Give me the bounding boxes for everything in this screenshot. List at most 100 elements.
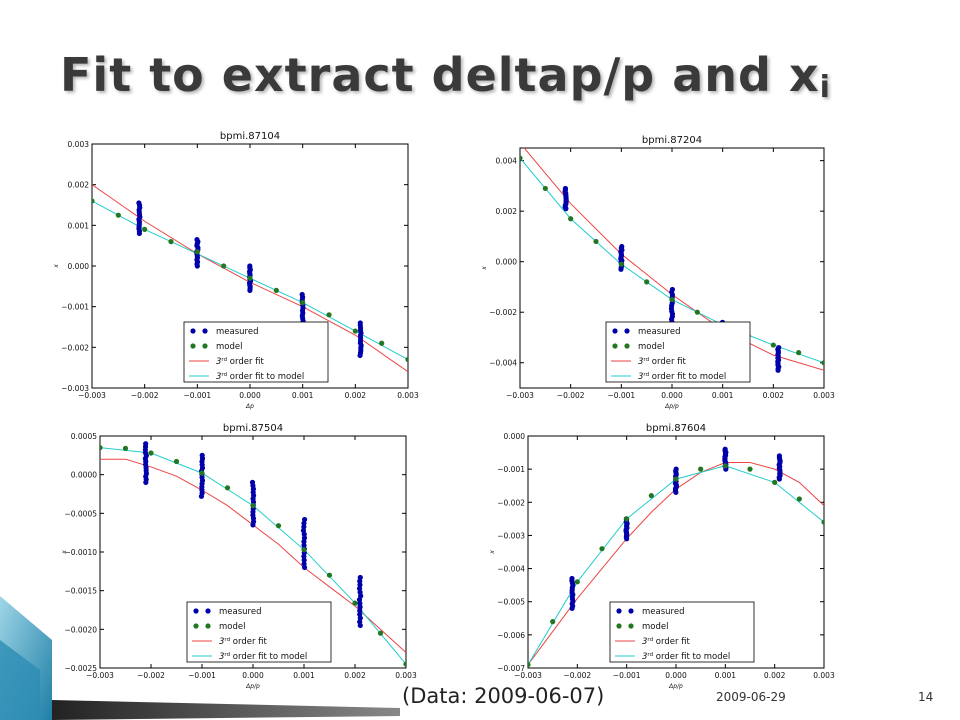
measured-point xyxy=(301,524,307,530)
x-tick-label: −0.001 xyxy=(613,671,641,680)
dark-stripe xyxy=(52,700,400,720)
measured-point xyxy=(194,236,200,243)
y-tick-label: −0.003 xyxy=(61,384,89,393)
measured-point xyxy=(357,320,363,326)
page-number: 14 xyxy=(918,690,934,704)
measured-point xyxy=(562,185,569,192)
measured-point xyxy=(357,574,363,581)
legend-label: 3rd order fit to model xyxy=(216,372,304,382)
model-point xyxy=(115,212,121,218)
y-tick-label: 0.004 xyxy=(496,157,518,166)
x-tick-label: −0.003 xyxy=(506,391,534,400)
chart-bpmi-87604: bpmi.87604 −0.003 −0.002 −0.001 0.000 0.001 0.… xyxy=(482,420,842,692)
x-tick-label: −0.003 xyxy=(86,671,114,680)
model-point xyxy=(352,600,358,606)
model-point xyxy=(100,445,103,451)
model-point xyxy=(352,328,358,334)
model-point xyxy=(301,547,307,553)
legend-measured-marker xyxy=(202,328,208,334)
x-tick-label: 0.001 xyxy=(293,671,315,680)
legend-label: model xyxy=(638,342,664,352)
model-point xyxy=(722,463,728,469)
y-tick-label: 0.000 xyxy=(504,432,526,441)
model-point xyxy=(224,485,231,491)
model-point xyxy=(673,476,679,482)
model-point xyxy=(326,312,332,318)
y-tick-label: −0.004 xyxy=(497,565,525,574)
legend-label: model xyxy=(642,622,668,632)
y-tick-label: −0.0020 xyxy=(64,625,97,634)
x-tick-label: 0.003 xyxy=(397,391,419,400)
legend: measured model 3rd order fit 3rd order fit … xyxy=(605,321,751,383)
legend: measured model 3rd order fit 3rd order fit … xyxy=(186,601,332,663)
chart-bpmi-87204: bpmi.87204 −0.003 −0.002 −0.001 0.000 0.001 0.… xyxy=(480,130,842,414)
model-point xyxy=(250,503,256,509)
legend-label: measured xyxy=(638,327,680,337)
legend-label: measured xyxy=(219,607,261,617)
measured-point xyxy=(776,453,783,459)
measured-point xyxy=(143,441,149,447)
legend-model-marker xyxy=(612,343,618,349)
data-date-caption: (Data: 2009-06-07) xyxy=(402,684,605,708)
legend-label: 3rd order fit xyxy=(638,357,687,367)
y-tick-label: 0.002 xyxy=(68,181,90,190)
chart-title: bpmi.87504 xyxy=(223,423,283,434)
y-tick-label: 0.001 xyxy=(68,221,90,230)
blue-stripe-inner xyxy=(0,640,40,720)
model-point xyxy=(796,350,802,356)
legend-label: 3rd order fit to model xyxy=(638,372,726,382)
legend-label: 3rd order fit to model xyxy=(219,652,307,662)
y-tick-label: 0.003 xyxy=(68,140,90,149)
y-tick-label: 0.000 xyxy=(68,262,90,271)
model-point xyxy=(221,263,227,269)
model-point xyxy=(574,579,580,585)
x-tick-label: −0.002 xyxy=(557,391,585,400)
legend-label: model xyxy=(219,622,245,632)
model-point xyxy=(403,661,406,667)
x-tick-label: 0.002 xyxy=(345,391,367,400)
chart-title: bpmi.87104 xyxy=(220,131,280,142)
measured-point xyxy=(301,535,308,541)
measured-point xyxy=(357,611,363,618)
model-point xyxy=(273,287,279,293)
model-point xyxy=(821,519,824,525)
model-point xyxy=(599,546,605,552)
y-tick-label: −0.002 xyxy=(489,308,517,317)
legend-model-marker xyxy=(202,343,208,349)
measured-point xyxy=(301,516,308,523)
x-tick-label: 0.001 xyxy=(715,671,737,680)
footer-date: 2009-06-29 xyxy=(716,690,786,704)
measured-point xyxy=(619,243,625,250)
y-tick-label: −0.003 xyxy=(497,531,525,540)
x-tick-label: 0.000 xyxy=(239,391,261,400)
model-point xyxy=(528,662,531,668)
model-point xyxy=(275,523,282,529)
legend: measured model 3rd order fit 3rd order fit … xyxy=(183,321,329,383)
model-point xyxy=(194,249,200,255)
model-point xyxy=(694,309,700,315)
model-point xyxy=(326,572,333,578)
model-point xyxy=(405,356,408,363)
x-tick-label: −0.002 xyxy=(137,671,165,680)
measured-point xyxy=(136,200,142,206)
x-tick-label: 0.001 xyxy=(712,391,734,400)
y-tick-label: −0.002 xyxy=(497,498,525,507)
measured-point xyxy=(299,291,305,298)
measured-point xyxy=(301,561,307,567)
legend-measured-marker xyxy=(205,608,211,614)
measured-point xyxy=(673,466,679,472)
legend-label: 3rd order fit xyxy=(216,357,265,367)
model-point xyxy=(624,516,630,522)
model-point xyxy=(747,466,753,472)
legend-label: 3rd order fit to model xyxy=(642,652,730,662)
legend-measured-marker xyxy=(190,328,196,334)
y-tick-label: −0.0025 xyxy=(64,664,97,673)
legend: measured model 3rd order fit 3rd order fit … xyxy=(609,601,755,663)
legend-label: measured xyxy=(216,327,258,337)
y-tick-label: −0.0010 xyxy=(64,548,97,557)
model-point xyxy=(247,275,253,281)
model-point xyxy=(300,300,306,306)
y-tick-label: −0.004 xyxy=(489,359,517,368)
plot-area xyxy=(100,441,406,667)
